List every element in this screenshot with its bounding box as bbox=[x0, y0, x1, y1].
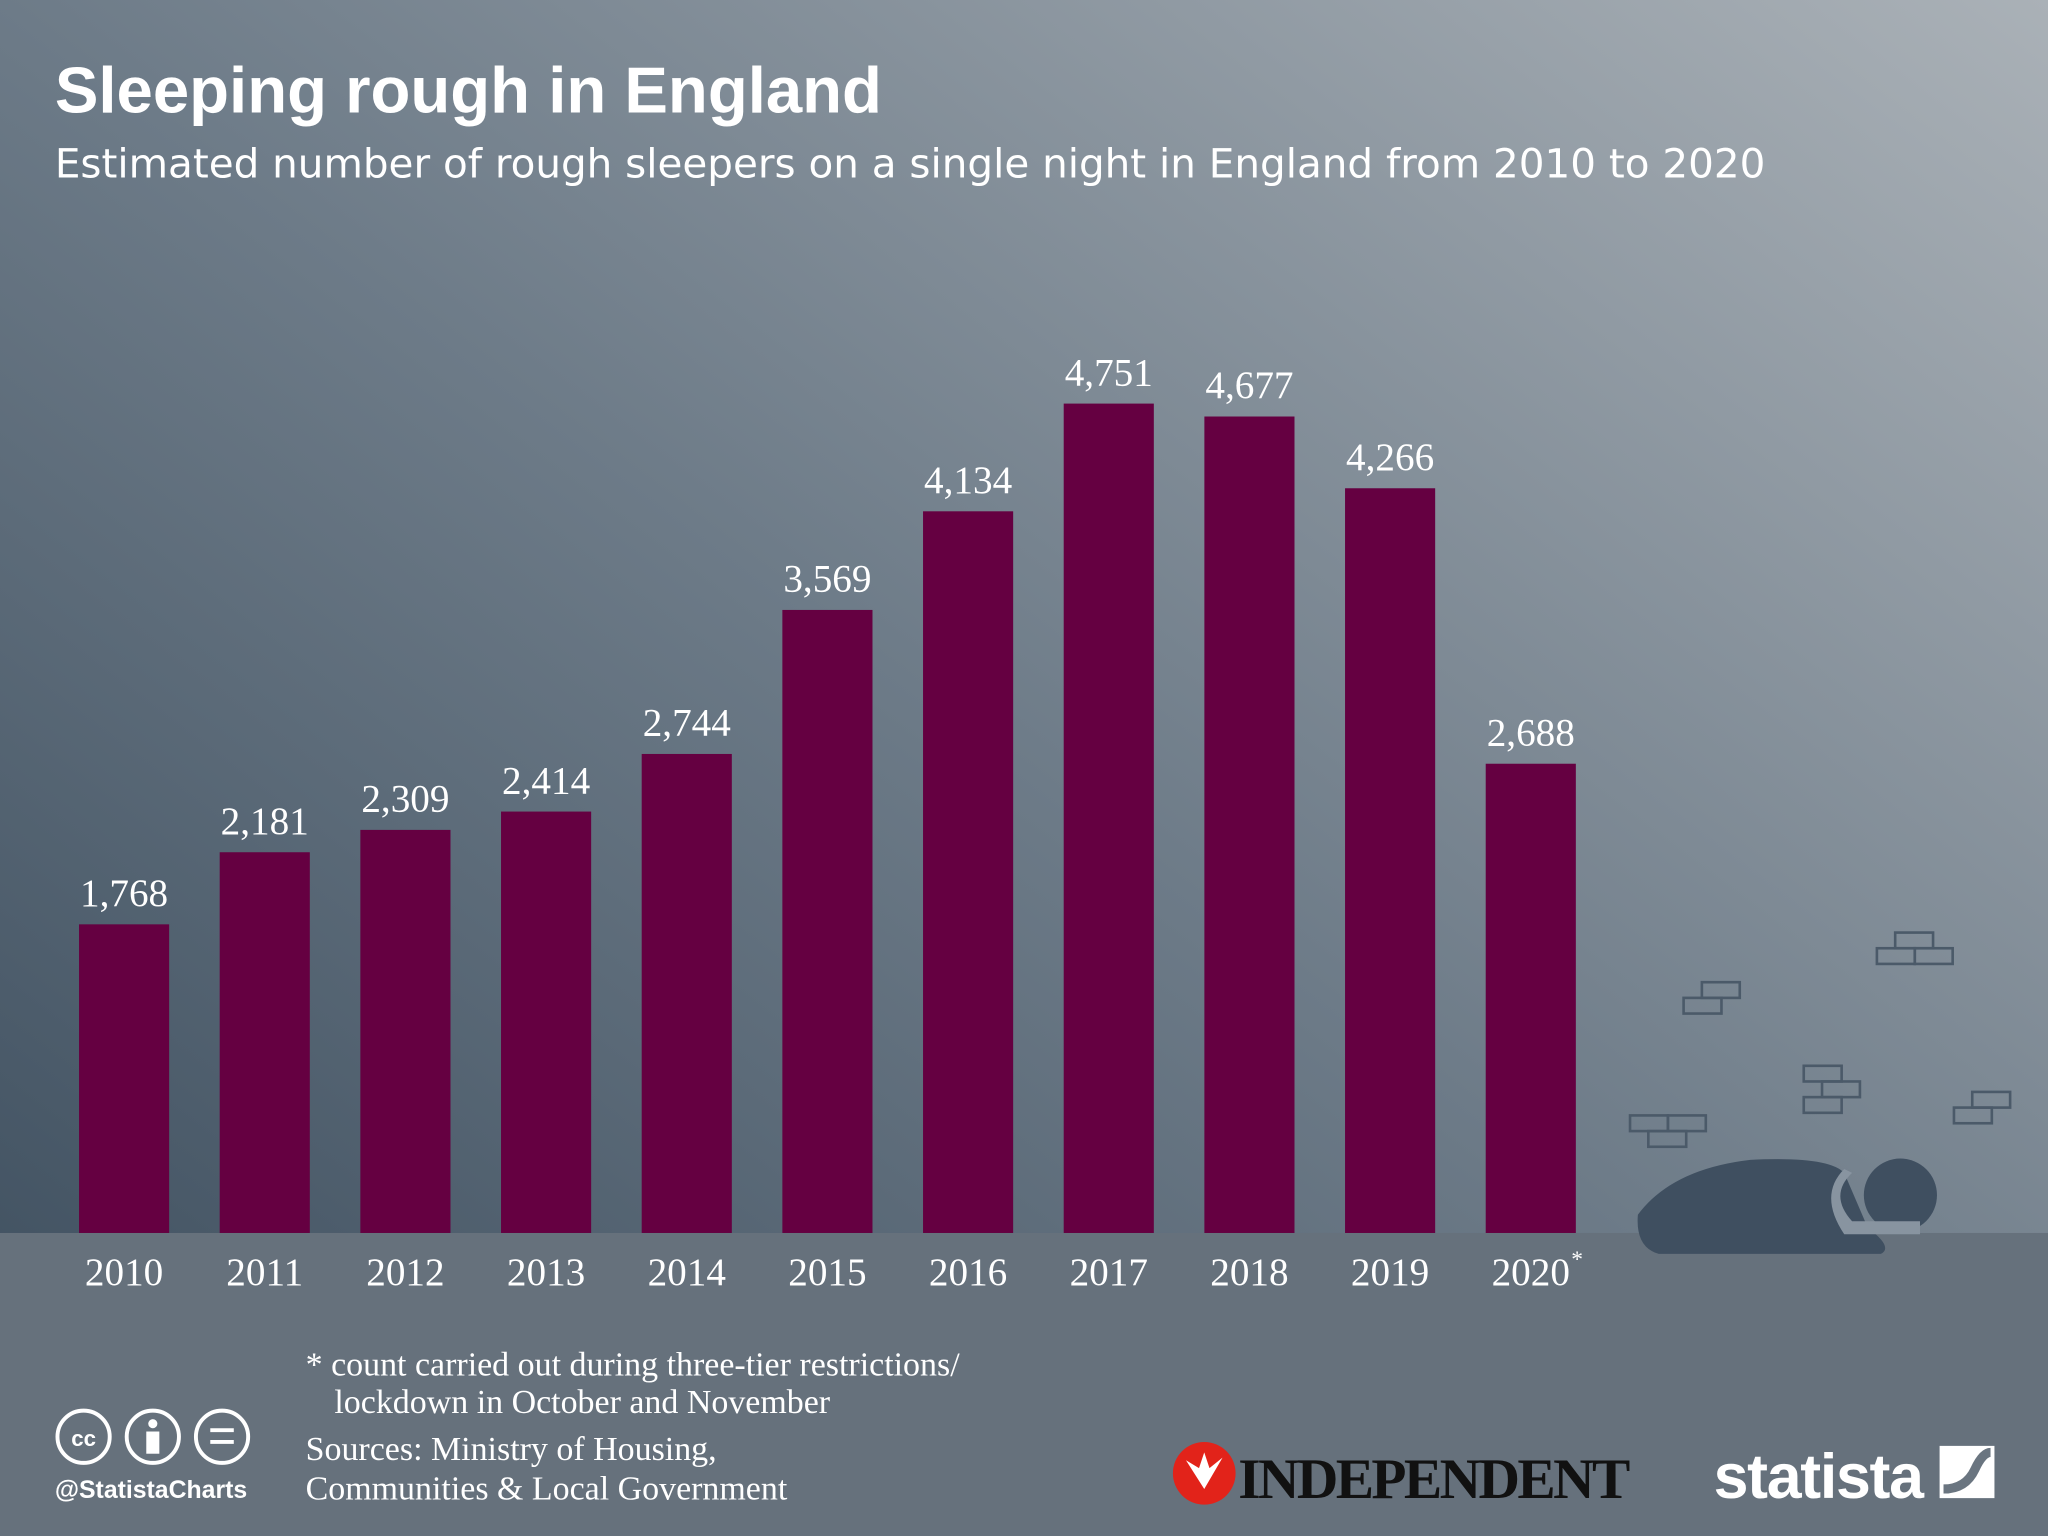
value-label: 2,688 bbox=[1487, 711, 1575, 754]
brand-logo bbox=[1939, 1445, 1995, 1499]
footnote: lockdown in October and November bbox=[334, 1384, 830, 1421]
partner-logo bbox=[1172, 1441, 1236, 1505]
value-label: 2,414 bbox=[502, 759, 590, 802]
bar bbox=[360, 829, 451, 1233]
bar bbox=[501, 811, 592, 1233]
bar bbox=[219, 852, 310, 1233]
x-tick-label: 2015 bbox=[788, 1251, 866, 1294]
x-tick-label: 2014 bbox=[648, 1251, 726, 1294]
brand: statista bbox=[1714, 1442, 1925, 1512]
bar bbox=[1063, 403, 1154, 1233]
bar bbox=[1485, 763, 1576, 1233]
x-tick-label: 2011 bbox=[226, 1251, 303, 1294]
x-tick-label: 2013 bbox=[507, 1251, 585, 1294]
partner-name: INDEPENDENT bbox=[1238, 1448, 1630, 1511]
sleeping-person bbox=[1637, 1158, 1937, 1254]
svg-text:cc: cc bbox=[71, 1426, 96, 1451]
ground bbox=[0, 1232, 2048, 1536]
value-label: 4,677 bbox=[1205, 364, 1293, 407]
x-tick-label: 2020 bbox=[1492, 1251, 1570, 1294]
bar bbox=[1204, 416, 1295, 1233]
handle: @StatistaCharts bbox=[55, 1477, 247, 1504]
value-label: 4,134 bbox=[924, 459, 1012, 502]
value-label: 4,266 bbox=[1346, 436, 1434, 479]
value-label: 4,751 bbox=[1065, 351, 1153, 394]
category-marker: * bbox=[1571, 1247, 1583, 1273]
value-label: 3,569 bbox=[783, 558, 871, 601]
chart-title: Sleeping rough in England bbox=[55, 53, 882, 126]
bricks bbox=[1628, 931, 2012, 1149]
value-label: 2,309 bbox=[361, 778, 449, 821]
x-tick-label: 2018 bbox=[1210, 1251, 1288, 1294]
bar bbox=[782, 609, 873, 1233]
sources: Communities & Local Government bbox=[306, 1470, 788, 1507]
license-icons: cc bbox=[55, 1408, 251, 1465]
bar bbox=[1345, 488, 1436, 1233]
x-tick-label: 2012 bbox=[366, 1251, 444, 1294]
footnote: * count carried out during three-tier re… bbox=[306, 1346, 961, 1383]
x-tick-label: 2019 bbox=[1351, 1251, 1429, 1294]
value-label: 2,181 bbox=[221, 800, 309, 843]
bar bbox=[641, 753, 732, 1233]
chart-subtitle: Estimated number of rough sleepers on a … bbox=[55, 140, 1765, 188]
value-label: 2,744 bbox=[643, 702, 731, 745]
bar bbox=[79, 924, 170, 1233]
sources: Sources: Ministry of Housing, bbox=[306, 1431, 717, 1468]
bar bbox=[923, 511, 1014, 1233]
x-tick-label: 2016 bbox=[929, 1251, 1007, 1294]
value-label: 1,768 bbox=[80, 872, 168, 915]
x-tick-label: 2017 bbox=[1070, 1251, 1148, 1294]
x-tick-label: 2010 bbox=[85, 1251, 163, 1294]
